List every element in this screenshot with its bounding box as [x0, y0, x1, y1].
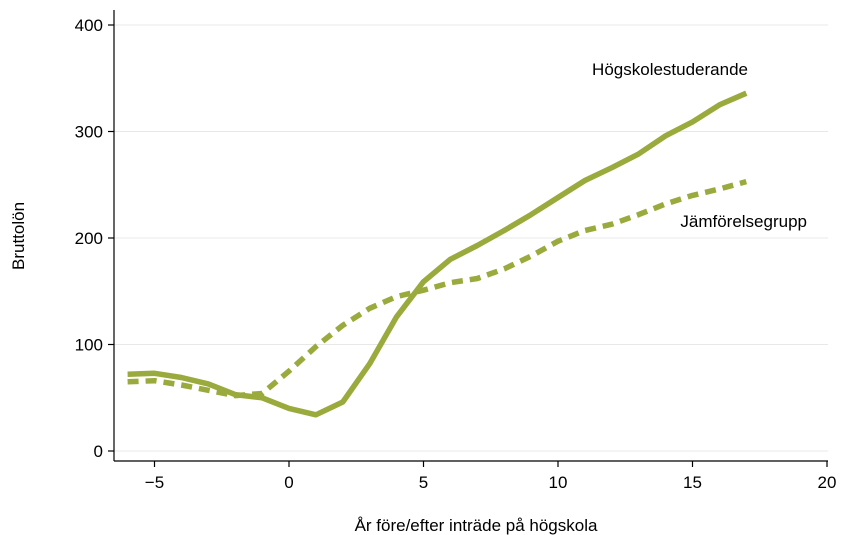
series-lines: [127, 90, 748, 418]
y-tick-label: 200: [75, 229, 103, 248]
x-axis-ticks: −5 0 5 10 15 20: [145, 461, 837, 492]
series-label-jamforelsegrupp: Jämförelsegrupp: [680, 212, 807, 231]
series-label-hogskolestuderande: Högskolestuderande: [592, 60, 748, 79]
x-tick-label: −5: [145, 473, 164, 492]
grid-lines: [114, 24, 828, 452]
x-tick-label: 10: [549, 473, 568, 492]
y-tick-label: 100: [75, 336, 103, 355]
x-tick-label: 0: [284, 473, 293, 492]
x-tick-label: 20: [818, 473, 837, 492]
x-axis-title: År före/efter inträde på högskola: [355, 516, 598, 535]
y-axis-title: Bruttolön: [9, 202, 28, 270]
series-line-hogskolestuderande: [127, 90, 748, 418]
y-tick-label: 300: [75, 123, 103, 142]
y-tick-label: 400: [75, 16, 103, 35]
y-tick-label: 0: [94, 442, 103, 461]
x-tick-label: 15: [683, 473, 702, 492]
x-tick-label: 5: [419, 473, 428, 492]
y-axis-ticks: 0 100 200 300 400: [75, 16, 114, 461]
series-line-jamforelsegrupp: [127, 178, 748, 399]
